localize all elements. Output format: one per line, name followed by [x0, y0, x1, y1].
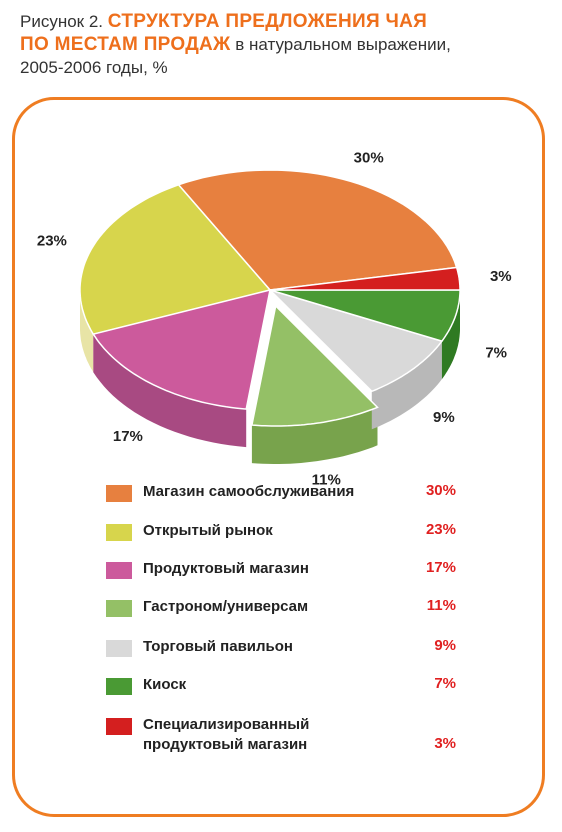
legend-swatch: [106, 718, 132, 735]
legend-swatch: [106, 562, 132, 579]
legend-swatch: [106, 485, 132, 502]
legend-swatch: [106, 640, 132, 657]
chart-panel: [12, 97, 545, 817]
pie-side-3: [93, 334, 247, 448]
slice-label-3: 17%: [113, 428, 143, 445]
pie-slice-5: [269, 289, 444, 393]
slice-label-5: 9%: [433, 409, 455, 426]
pie-slice-7: [269, 266, 461, 291]
chart-title-line1: СТРУКТУРА ПРЕДЛОЖЕНИЯ ЧАЯ: [107, 11, 428, 32]
legend-label: Киоск: [143, 676, 187, 693]
pie-slice-6: [269, 289, 461, 342]
legend-value: 30%: [425, 482, 456, 499]
pie-slice-1: [177, 169, 458, 291]
pie-side-6: [441, 290, 460, 380]
pie-slice-4: [250, 304, 379, 427]
legend-value: 3%: [434, 735, 456, 752]
legend-value: 11%: [426, 597, 456, 614]
legend-value: 17%: [425, 559, 456, 576]
legend-label: Гастроном/универсам: [143, 598, 309, 615]
legend-value: 23%: [425, 521, 456, 538]
slice-label-2: 23%: [37, 232, 67, 249]
pie-side-2: [80, 290, 94, 373]
pie-side-4: [251, 407, 378, 464]
legend-value: 7%: [434, 675, 456, 692]
slice-label-1: 30%: [354, 150, 384, 167]
chart-title-block: Рисунок 2. СТРУКТУРА ПРЕДЛОЖЕНИЯ ЧАЯ ПО …: [20, 10, 550, 79]
slice-label-4: 11%: [312, 471, 341, 488]
slice-label-7: 3%: [490, 268, 512, 285]
legend-label: Специализированный продуктовый магазин: [143, 716, 310, 753]
legend-swatch: [106, 678, 132, 695]
legend-swatch: [106, 600, 132, 617]
pie-side-5: [371, 341, 442, 430]
legend-value: 9%: [434, 637, 456, 654]
legend-label: Открытый рынок: [143, 522, 273, 539]
legend-swatch: [106, 524, 132, 541]
pie-slice-2: [79, 183, 272, 336]
pie-sides: [80, 290, 460, 464]
legend-label: Торговый павильон: [143, 638, 293, 655]
figure-number: Рисунок 2.: [20, 12, 104, 31]
slice-label-6: 7%: [485, 344, 507, 361]
legend-label: Продуктовый магазин: [143, 560, 309, 577]
pie-slice-3: [92, 288, 271, 410]
chart-subtitle-part2: 2005-2006 годы, %: [20, 58, 168, 77]
legend-label: Магазин самообслуживания: [143, 483, 355, 500]
chart-subtitle-part1: в натуральном выражении,: [235, 35, 451, 54]
chart-title-line2: ПО МЕСТАМ ПРОДАЖ: [20, 34, 231, 55]
